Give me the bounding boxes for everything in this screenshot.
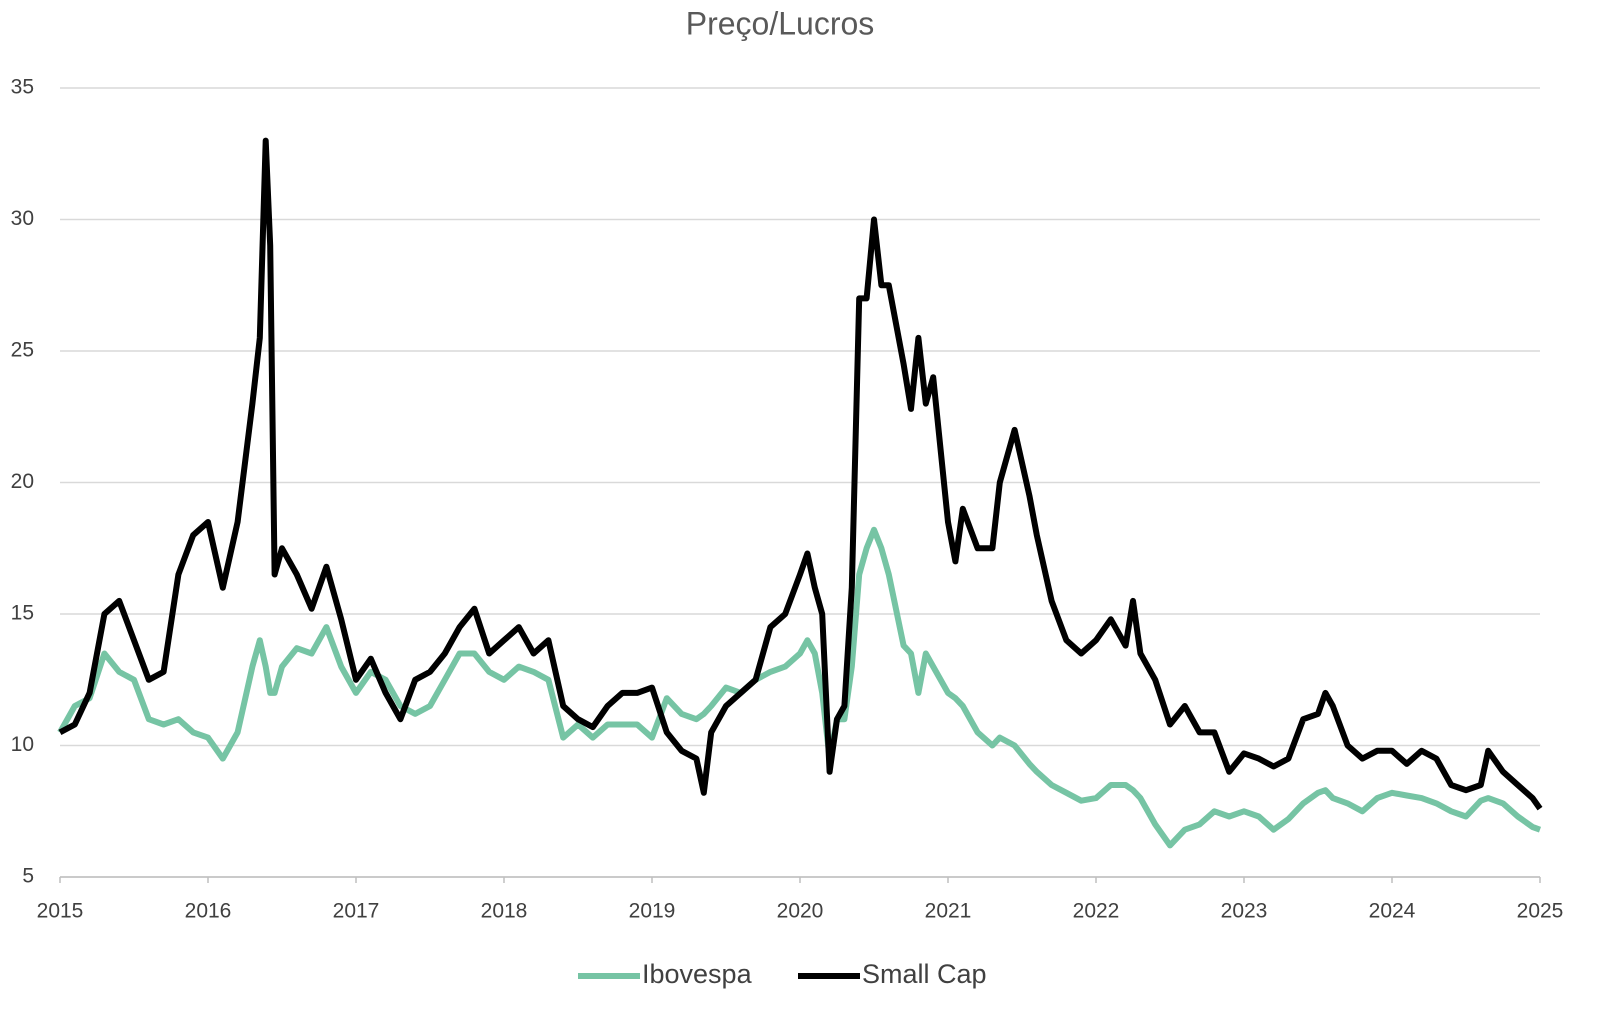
- series-line: [58, 137, 1543, 811]
- y-tick-label: 35: [11, 76, 34, 99]
- x-tick-label: 2020: [777, 900, 824, 923]
- y-tick-label: 30: [11, 207, 34, 230]
- x-tick-label: 2018: [481, 900, 528, 923]
- y-tick-label: 5: [22, 865, 34, 888]
- y-tick-label: 20: [11, 470, 34, 493]
- x-tick-label: 2015: [37, 900, 84, 923]
- x-tick-label: 2022: [1073, 900, 1120, 923]
- y-tick-label: 10: [11, 733, 34, 756]
- x-tick-label: 2024: [1369, 900, 1416, 923]
- chart-title: Preço/Lucros: [686, 5, 875, 41]
- x-tick-label: 2019: [629, 900, 676, 923]
- legend-label: Small Cap: [862, 959, 987, 989]
- x-tick-label: 2023: [1221, 900, 1268, 923]
- y-tick-label: 25: [11, 339, 34, 362]
- x-tick-label: 2021: [925, 900, 972, 923]
- x-tick-label: 2016: [185, 900, 232, 923]
- x-tick-label: 2025: [1517, 900, 1564, 923]
- legend-label: Ibovespa: [642, 959, 753, 989]
- y-tick-label: 15: [11, 602, 34, 625]
- x-tick-label: 2017: [333, 900, 380, 923]
